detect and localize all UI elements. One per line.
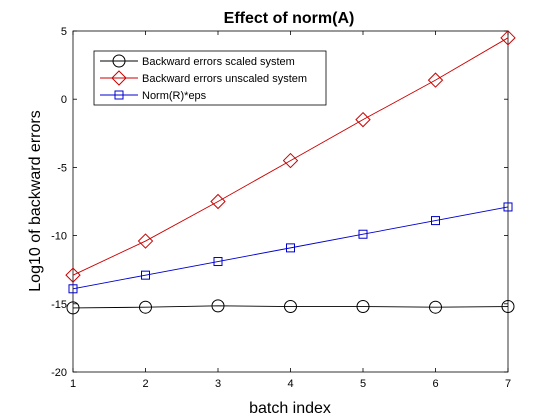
data-point-square-marker: [431, 216, 440, 226]
series-line: [72, 305, 509, 309]
y-ticks: 5 0 -5 -10 -15 -20: [51, 26, 508, 379]
x-tick-label: 2: [142, 378, 148, 390]
legend-entry: Norm(R)*eps: [100, 90, 207, 102]
legend-label: Backward errors scaled system: [142, 56, 295, 68]
data-point-circle-marker: [356, 300, 370, 314]
data-point-diamond-marker: [282, 152, 299, 169]
x-tick-label: 7: [505, 378, 511, 390]
series-line: [72, 206, 509, 290]
y-tick-label: -15: [51, 299, 67, 311]
chart-title: Effect of norm(A): [224, 10, 355, 27]
data-point-circle-marker: [501, 300, 515, 314]
x-tick-label: 1: [70, 378, 76, 390]
x-axis-label: batch index: [249, 400, 331, 417]
series-square: [68, 202, 513, 294]
data-point-square-marker: [213, 257, 223, 267]
data-point-square-marker: [286, 243, 295, 253]
data-point-circle-marker: [66, 301, 80, 315]
x-tick-label: 6: [432, 378, 438, 390]
data-point-diamond-marker: [355, 111, 371, 128]
y-tick-label: -20: [51, 367, 67, 379]
legend-circle-marker: [112, 54, 126, 68]
data-point-circle-marker: [429, 300, 442, 314]
y-axis-label: Log10 of backward errors: [27, 110, 44, 291]
data-point-diamond-marker: [427, 72, 444, 88]
legend-label: Norm(R)*eps: [142, 90, 207, 102]
data-point-circle-marker: [139, 300, 152, 314]
data-point-diamond-marker: [65, 267, 81, 283]
data-point-diamond-marker: [500, 30, 516, 46]
data-point-diamond-marker: [137, 233, 154, 249]
legend-entry: Backward errors unscaled system: [100, 70, 307, 86]
x-tick-label: 3: [215, 378, 221, 390]
series-layer: [65, 30, 516, 315]
legend-square-marker: [114, 90, 124, 100]
series-line: [72, 37, 509, 276]
legend-entry: Backward errors scaled system: [100, 54, 295, 68]
y-tick-label: -5: [57, 162, 67, 174]
data-point-diamond-marker: [210, 193, 226, 210]
data-point-square-marker: [141, 270, 150, 280]
series-diamond: [65, 30, 516, 283]
data-point-circle-marker: [284, 300, 297, 314]
series-circle: [66, 299, 515, 315]
legend-entries: Backward errors scaled system Backward er…: [100, 54, 307, 102]
y-tick-label: -10: [51, 231, 67, 243]
x-ticks: 1 2 3 4 5 6 7: [70, 31, 511, 390]
y-tick-label: 5: [61, 26, 67, 38]
data-point-square-marker: [68, 284, 78, 294]
legend: Backward errors scaled system Backward er…: [93, 50, 327, 106]
legend-diamond-marker: [111, 70, 127, 86]
x-tick-label: 5: [360, 378, 366, 390]
legend-label: Backward errors unscaled system: [142, 73, 307, 85]
x-tick-label: 4: [287, 378, 293, 390]
data-point-square-marker: [503, 202, 513, 212]
y-tick-label: 0: [61, 94, 67, 106]
data-point-square-marker: [358, 229, 368, 239]
data-point-circle-marker: [211, 299, 225, 313]
